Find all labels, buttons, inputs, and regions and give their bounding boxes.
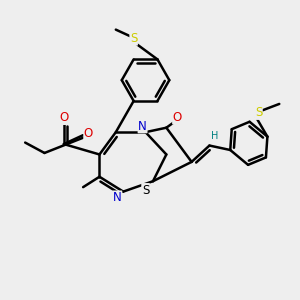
Text: O: O — [84, 127, 93, 140]
Text: S: S — [255, 106, 262, 119]
Text: H: H — [211, 131, 218, 141]
Text: N: N — [113, 191, 122, 204]
Text: S: S — [130, 32, 137, 45]
Text: S: S — [142, 184, 149, 196]
Text: O: O — [173, 111, 182, 124]
Text: O: O — [59, 111, 68, 124]
Text: N: N — [138, 120, 147, 133]
